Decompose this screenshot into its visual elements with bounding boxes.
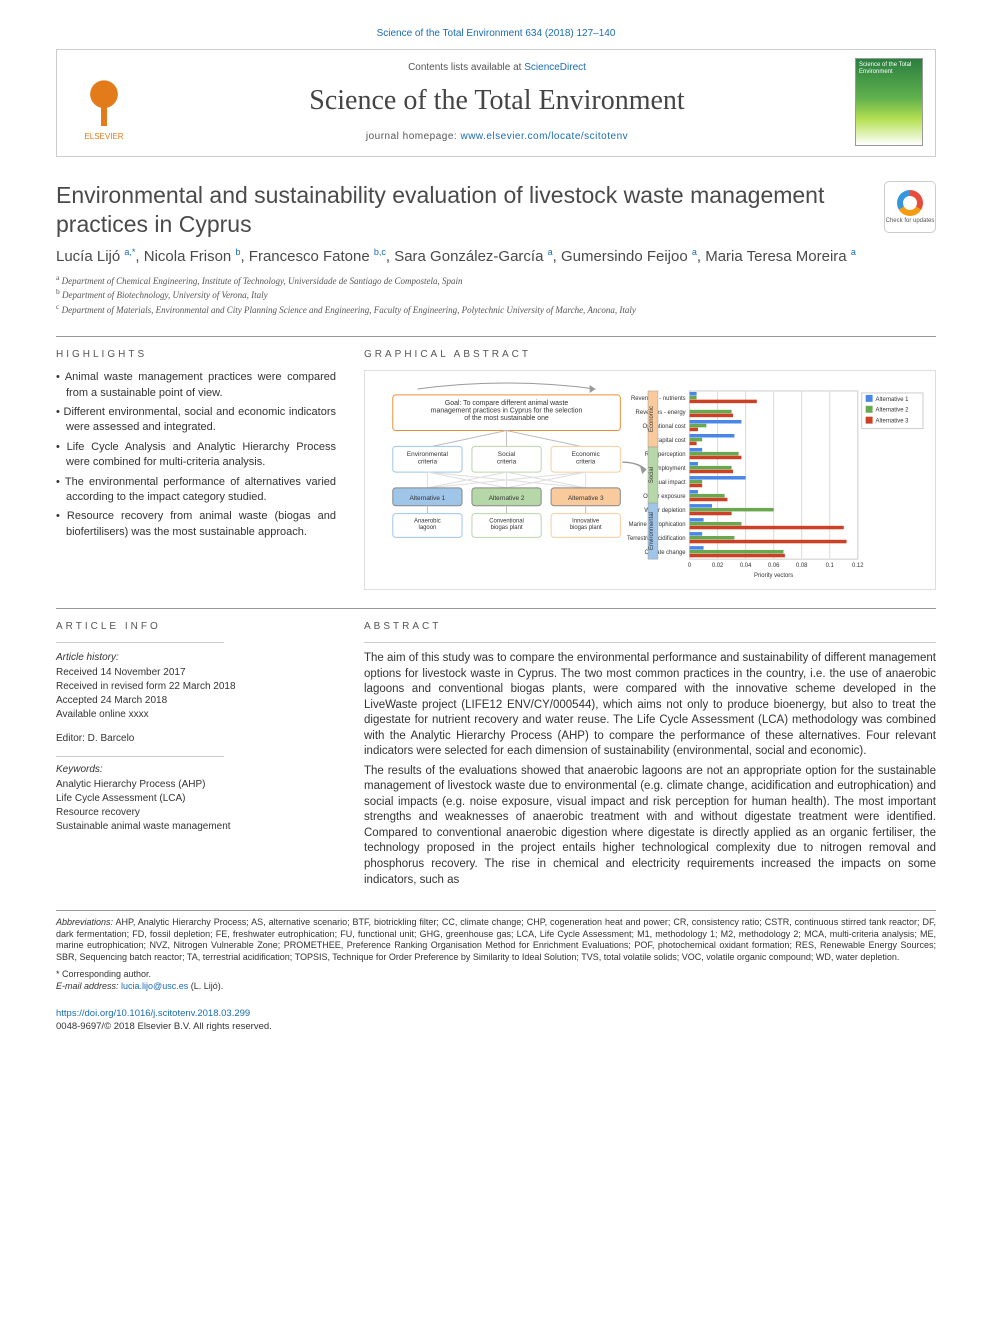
history-line: Received in revised form 22 March 2018 [56,680,336,694]
copyright-line: 0048-9697/© 2018 Elsevier B.V. All right… [56,1021,272,1032]
author-list: Lucía Lijó a,*, Nicola Frison b, Frances… [56,247,936,265]
highlight-item: Resource recovery from animal waste (bio… [56,509,336,540]
article-info-heading: ARTICLE INFO [56,621,336,632]
svg-text:0.02: 0.02 [712,563,724,569]
svg-text:Revenues - energy: Revenues - energy [636,410,686,416]
abstract-paragraph: The results of the evaluations showed th… [364,764,936,888]
journal-header-box: ELSEVIER Contents lists available at Sci… [56,49,936,157]
svg-text:0.12: 0.12 [852,563,864,569]
svg-text:Alternative 2: Alternative 2 [489,495,525,502]
abstract-body: The aim of this study was to compare the… [364,651,936,888]
editor-line: Editor: D. Barcelo [56,732,336,746]
abstract-heading: ABSTRACT [364,621,936,632]
affiliation-line: a Department of Chemical Engineering, In… [56,273,936,288]
keyword-item: Sustainable animal waste management [56,820,336,834]
article-info-block: Article history: Received 14 November 20… [56,651,336,834]
keywords-heading: Keywords: [56,763,336,777]
svg-text:0.04: 0.04 [740,563,752,569]
svg-text:Socialcriteria: Socialcriteria [497,452,517,466]
svg-text:Economic: Economic [649,406,655,432]
svg-text:0: 0 [688,563,692,569]
corresponding-email-link[interactable]: lucia.lijo@usc.es [121,981,188,991]
doi-link[interactable]: https://doi.org/10.1016/j.scitotenv.2018… [56,1008,250,1019]
history-line: Accepted 24 March 2018 [56,694,336,708]
separator [56,642,224,643]
crossmark-icon [897,190,923,216]
separator [56,756,224,757]
history-heading: Article history: [56,651,336,665]
highlight-item: Animal waste management practices were c… [56,370,336,401]
svg-text:Revenues - nutrients: Revenues - nutrients [631,396,686,402]
publisher-name: ELSEVIER [84,132,123,141]
affiliations: a Department of Chemical Engineering, In… [56,273,936,317]
svg-text:0.08: 0.08 [796,563,808,569]
history-line: Available online xxxx [56,708,336,722]
journal-homepage-line: journal homepage: www.elsevier.com/locat… [139,131,855,142]
graphical-abstract-figure: Goal: To compare different animal wastem… [364,370,936,590]
sciencedirect-link[interactable]: ScienceDirect [524,62,586,73]
highlight-item: Different environmental, social and econ… [56,405,336,436]
history-line: Received 14 November 2017 [56,666,336,680]
svg-text:0.1: 0.1 [826,563,834,569]
keyword-item: Resource recovery [56,806,336,820]
graphical-abstract-heading: GRAPHICAL ABSTRACT [364,349,936,360]
highlights-heading: HIGHLIGHTS [56,349,336,360]
abstract-paragraph: The aim of this study was to compare the… [364,651,936,760]
svg-text:Innovativebiogas plant: Innovativebiogas plant [570,519,602,532]
correspondence-block: * Corresponding author. E-mail address: … [56,968,936,993]
affiliation-line: b Department of Biotechnology, Universit… [56,287,936,302]
footer-block: https://doi.org/10.1016/j.scitotenv.2018… [56,1007,936,1034]
article-title: Environmental and sustainability evaluat… [56,181,868,239]
svg-text:Capital cost: Capital cost [655,438,686,444]
keyword-item: Life Cycle Assessment (LCA) [56,792,336,806]
journal-title: Science of the Total Environment [139,85,855,117]
svg-text:Environmental: Environmental [649,512,655,550]
svg-text:Alternative 3: Alternative 3 [876,419,910,425]
highlight-item: The environmental performance of alterna… [56,475,336,506]
svg-text:Alternative 2: Alternative 2 [876,408,909,414]
journal-homepage-link[interactable]: www.elsevier.com/locate/scitotenv [460,131,628,142]
highlight-item: Life Cycle Analysis and Analytic Hierarc… [56,440,336,471]
svg-text:Alternative 1: Alternative 1 [876,397,909,403]
svg-text:Social: Social [649,467,655,483]
citation-header[interactable]: Science of the Total Environment 634 (20… [56,28,936,39]
svg-text:Alternative 3: Alternative 3 [568,495,604,502]
svg-text:0.06: 0.06 [768,563,780,569]
svg-text:Priority vectors: Priority vectors [754,573,793,579]
svg-text:Alternative 1: Alternative 1 [410,495,446,502]
highlights-list: Animal waste management practices were c… [56,370,336,540]
contents-lists-line: Contents lists available at ScienceDirec… [139,62,855,73]
separator [364,642,936,643]
separator [56,608,936,609]
journal-cover-thumbnail: Science of the Total Environment [855,58,923,146]
affiliation-line: c Department of Materials, Environmental… [56,302,936,317]
svg-text:Conventionalbiogas plant: Conventionalbiogas plant [489,519,524,532]
elsevier-logo: ELSEVIER [69,63,139,141]
separator [56,336,936,337]
check-updates-badge[interactable]: Check for updates [884,181,936,233]
abbreviations-block: Abbreviations: AHP, Analytic Hierarchy P… [56,917,936,964]
keyword-item: Analytic Hierarchy Process (AHP) [56,778,336,792]
footnote-separator [56,910,936,911]
